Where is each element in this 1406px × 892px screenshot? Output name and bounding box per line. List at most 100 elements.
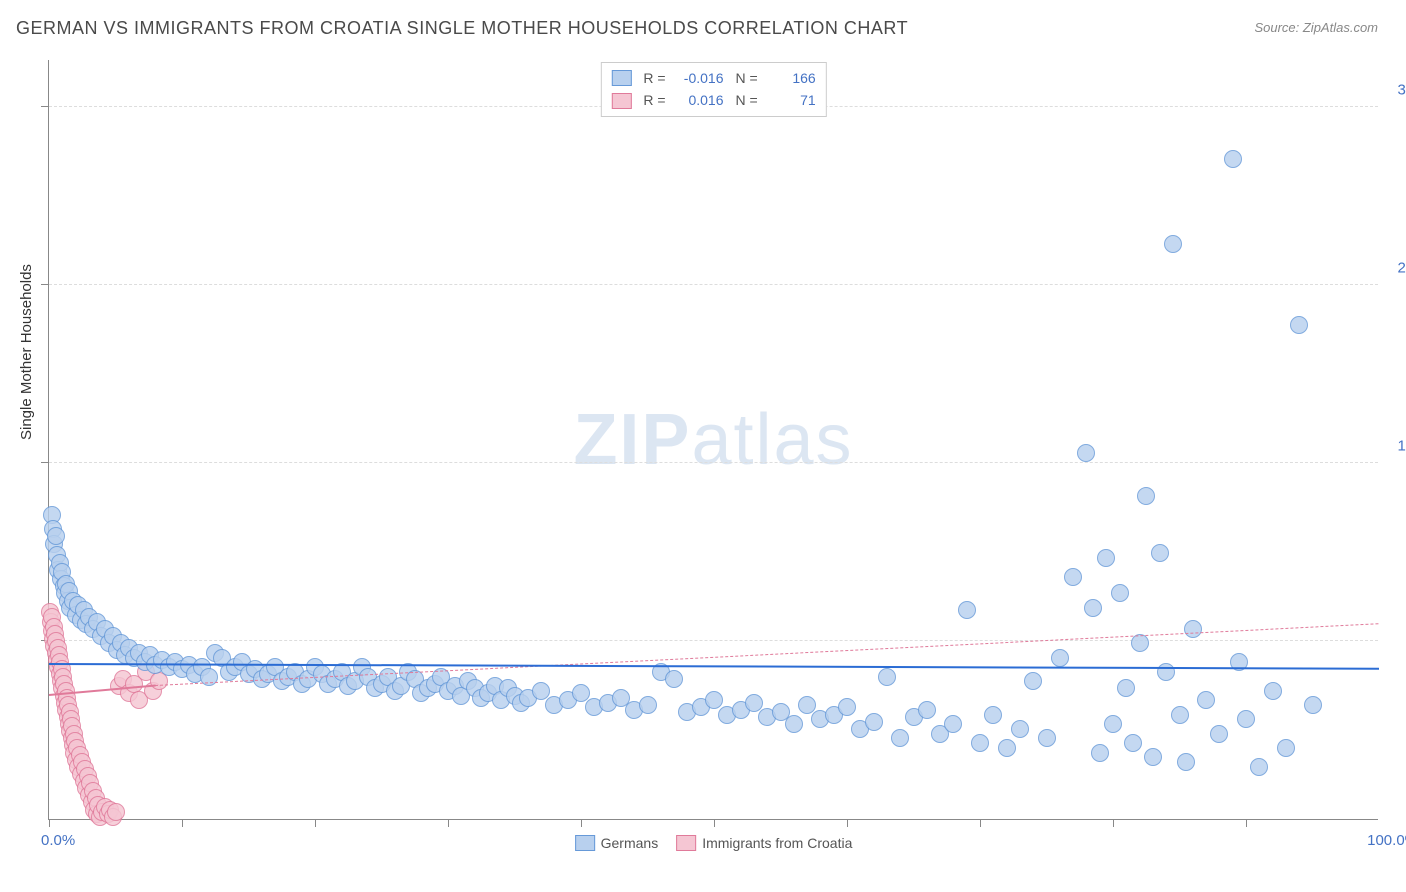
scatter-point-germans (532, 682, 550, 700)
scatter-point-germans (1210, 725, 1228, 743)
scatter-point-germans (1151, 544, 1169, 562)
watermark-atlas: atlas (691, 400, 853, 480)
scatter-point-germans (1064, 568, 1082, 586)
r-value-germans: -0.016 (674, 67, 724, 89)
scatter-point-germans (1264, 682, 1282, 700)
scatter-point-germans (918, 701, 936, 719)
x-tick (448, 819, 449, 827)
legend-item-croatia: Immigrants from Croatia (676, 835, 852, 851)
scatter-point-germans (1038, 729, 1056, 747)
stats-row-germans: R = -0.016 N = 166 (611, 67, 815, 89)
y-tick (41, 106, 49, 107)
x-tick (315, 819, 316, 827)
scatter-point-germans (1164, 235, 1182, 253)
scatter-point-germans (1077, 444, 1095, 462)
legend-label-germans: Germans (601, 835, 659, 851)
x-tick (847, 819, 848, 827)
scatter-point-germans (1304, 696, 1322, 714)
grid-line (49, 284, 1378, 285)
y-axis-title: Single Mother Households (18, 264, 35, 440)
chart-title: GERMAN VS IMMIGRANTS FROM CROATIA SINGLE… (16, 18, 908, 39)
legend-label-croatia: Immigrants from Croatia (702, 835, 852, 851)
r-label: R = (643, 89, 665, 111)
grid-line (49, 640, 1378, 641)
scatter-point-germans (1250, 758, 1268, 776)
plot-area: ZIPatlas R = -0.016 N = 166 R = 0.016 N … (48, 60, 1378, 820)
x-tick (49, 819, 50, 827)
scatter-point-germans (1290, 316, 1308, 334)
series-legend: Germans Immigrants from Croatia (575, 835, 853, 851)
scatter-point-germans (984, 706, 1002, 724)
scatter-point-germans (1131, 634, 1149, 652)
stats-row-croatia: R = 0.016 N = 71 (611, 89, 815, 111)
x-tick (714, 819, 715, 827)
scatter-point-germans (1124, 734, 1142, 752)
x-tick (1113, 819, 1114, 827)
scatter-point-germans (572, 684, 590, 702)
scatter-point-germans (745, 694, 763, 712)
scatter-point-germans (1011, 720, 1029, 738)
scatter-point-germans (1277, 739, 1295, 757)
scatter-point-germans (1104, 715, 1122, 733)
x-axis-max-label: 100.0% (1367, 832, 1406, 849)
x-tick (980, 819, 981, 827)
y-tick (41, 284, 49, 285)
scatter-point-germans (838, 698, 856, 716)
y-tick-label: 15.0% (1397, 437, 1406, 454)
scatter-point-croatia (107, 803, 125, 821)
grid-line (49, 462, 1378, 463)
r-value-croatia: 0.016 (674, 89, 724, 111)
scatter-point-germans (665, 670, 683, 688)
scatter-point-germans (47, 527, 65, 545)
y-tick-label: 22.5% (1397, 259, 1406, 276)
n-label: N = (736, 89, 758, 111)
scatter-point-germans (639, 696, 657, 714)
swatch-germans-icon (575, 835, 595, 851)
scatter-point-germans (998, 739, 1016, 757)
x-tick (1246, 819, 1247, 827)
scatter-point-germans (944, 715, 962, 733)
scatter-point-germans (1177, 753, 1195, 771)
swatch-germans-icon (611, 70, 631, 86)
scatter-point-germans (1051, 649, 1069, 667)
watermark-text: ZIPatlas (573, 399, 853, 481)
scatter-point-germans (891, 729, 909, 747)
scatter-point-germans (1237, 710, 1255, 728)
y-tick-label: 30.0% (1397, 81, 1406, 98)
chart-container: GERMAN VS IMMIGRANTS FROM CROATIA SINGLE… (0, 0, 1406, 892)
scatter-point-germans (1224, 150, 1242, 168)
legend-item-germans: Germans (575, 835, 659, 851)
scatter-point-germans (971, 734, 989, 752)
n-value-germans: 166 (766, 67, 816, 89)
scatter-point-germans (1097, 549, 1115, 567)
swatch-croatia-icon (611, 93, 631, 109)
scatter-point-germans (1091, 744, 1109, 762)
scatter-point-germans (1144, 748, 1162, 766)
x-tick (182, 819, 183, 827)
scatter-point-germans (1111, 584, 1129, 602)
scatter-point-germans (1157, 663, 1175, 681)
scatter-point-germans (705, 691, 723, 709)
scatter-point-germans (798, 696, 816, 714)
scatter-point-germans (1117, 679, 1135, 697)
source-attribution: Source: ZipAtlas.com (1254, 20, 1378, 35)
scatter-point-germans (1137, 487, 1155, 505)
watermark-zip: ZIP (573, 400, 691, 480)
n-value-croatia: 71 (766, 89, 816, 111)
x-axis-min-label: 0.0% (41, 832, 75, 849)
scatter-point-germans (1171, 706, 1189, 724)
scatter-point-germans (878, 668, 896, 686)
swatch-croatia-icon (676, 835, 696, 851)
scatter-point-germans (958, 601, 976, 619)
scatter-point-germans (785, 715, 803, 733)
n-label: N = (736, 67, 758, 89)
y-tick (41, 462, 49, 463)
scatter-point-germans (1184, 620, 1202, 638)
x-tick (581, 819, 582, 827)
stats-legend-box: R = -0.016 N = 166 R = 0.016 N = 71 (600, 62, 826, 117)
scatter-point-germans (865, 713, 883, 731)
scatter-point-germans (1197, 691, 1215, 709)
scatter-point-germans (1024, 672, 1042, 690)
scatter-point-germans (1084, 599, 1102, 617)
trendline-croatia-dashed (155, 623, 1379, 686)
